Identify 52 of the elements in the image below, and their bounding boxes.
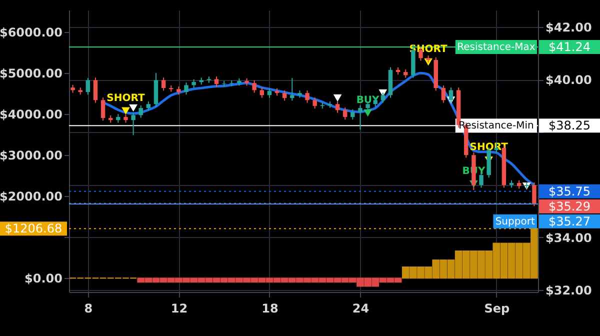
- candlestick: [154, 72, 158, 108]
- point: [122, 107, 130, 115]
- candlestick: [260, 87, 264, 98]
- point: [129, 104, 138, 112]
- point: [364, 109, 372, 117]
- candlestick: [335, 100, 340, 114]
- y2-tick-label: $4000.00: [0, 108, 62, 122]
- y2-tick-label: $6000.00: [0, 26, 62, 40]
- candlestick: [441, 84, 446, 104]
- x-tick-label: 8: [84, 302, 93, 316]
- x-tick-label: 24: [352, 302, 370, 316]
- candlestick: [161, 77, 166, 92]
- y2-tick-label: $3000.00: [0, 148, 62, 163]
- candlestick: [342, 107, 348, 120]
- ref-line-label: Support: [495, 216, 535, 228]
- data-label: SHORT: [106, 92, 145, 104]
- candlestick: [100, 97, 106, 122]
- y-tick-label: $35.29: [548, 199, 590, 214]
- candlestick: [380, 92, 386, 104]
- candlestick: [138, 104, 143, 118]
- candlestick: [86, 78, 90, 96]
- candlestick: [358, 104, 362, 130]
- candlestick: [93, 77, 98, 104]
- candlestick: [312, 97, 317, 110]
- candlestick: [252, 80, 256, 94]
- y2-tick-label: $2000.00: [0, 190, 62, 204]
- y2-tick-label: $1206.68: [4, 222, 62, 236]
- y-tick-label: $38.25: [548, 118, 590, 133]
- y-tick-label: $35.75: [548, 184, 590, 198]
- y2-tick-label: $5000.00: [0, 66, 62, 81]
- candlestick: [214, 76, 219, 88]
- candlestick: [350, 108, 355, 120]
- y-tick-label: $42.00: [546, 20, 592, 35]
- y-tick-label: $32.00: [546, 283, 592, 298]
- candlestick: [290, 78, 294, 102]
- candlestick: [448, 87, 454, 104]
- point: [333, 94, 342, 102]
- candlestick: [267, 88, 272, 98]
- candlestick: [184, 82, 188, 96]
- y-tick-label: $34.00: [546, 230, 592, 245]
- x-tick-label: Sep: [484, 302, 510, 316]
- ref-line-label: Resistance-Max: [457, 42, 536, 54]
- candlestick: [282, 90, 287, 102]
- x-tick-label: 12: [170, 302, 188, 316]
- candlestick: [146, 100, 151, 112]
- text: $35.27: [548, 214, 590, 228]
- candlestick: [131, 112, 136, 136]
- y-tick-label: $41.24: [548, 40, 590, 54]
- candlestick: [305, 90, 310, 104]
- y2-tick-label: $0.00: [24, 272, 62, 286]
- y-tick-label: $40.00: [546, 73, 592, 88]
- x-tick-label: 18: [262, 302, 278, 316]
